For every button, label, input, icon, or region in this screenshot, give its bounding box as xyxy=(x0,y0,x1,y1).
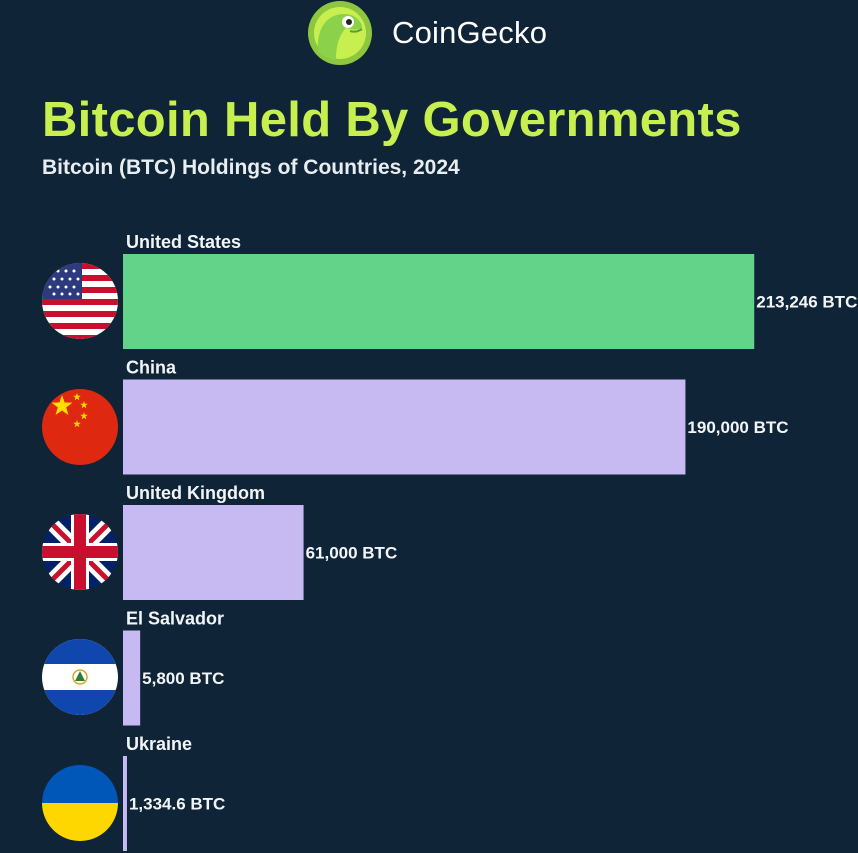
bar xyxy=(123,630,141,726)
bar-category-label: El Salvador xyxy=(126,609,224,629)
chart-subtitle: Bitcoin (BTC) Holdings of Countries, 202… xyxy=(42,156,460,179)
ukraine-flag-icon xyxy=(42,765,118,841)
chart-title: Bitcoin Held By Governments xyxy=(42,93,742,147)
brand-header: CoinGecko xyxy=(306,0,547,66)
el-salvador-flag-icon xyxy=(42,639,118,715)
china-flag-icon xyxy=(42,389,118,465)
bar-value-label: 5,800 BTC xyxy=(142,669,224,688)
bar xyxy=(123,505,304,600)
bar-category-label: United Kingdom xyxy=(126,483,265,503)
bar-value-label: 61,000 BTC xyxy=(306,544,398,563)
bar-value-label: 1,334.6 BTC xyxy=(129,795,225,814)
bar-value-label: 190,000 BTC xyxy=(687,418,788,437)
bar-category-label: United States xyxy=(126,232,241,252)
coingecko-logo-icon xyxy=(308,1,372,65)
bar xyxy=(123,756,127,851)
bar-category-label: Ukraine xyxy=(126,734,192,754)
bar xyxy=(123,379,686,475)
uk-flag-icon xyxy=(42,514,118,590)
us-flag-icon xyxy=(42,263,118,339)
brand-name: CoinGecko xyxy=(392,15,548,50)
bar-category-label: China xyxy=(126,358,177,378)
bar xyxy=(123,254,755,349)
bar-value-label: 213,246 BTC xyxy=(756,293,857,312)
